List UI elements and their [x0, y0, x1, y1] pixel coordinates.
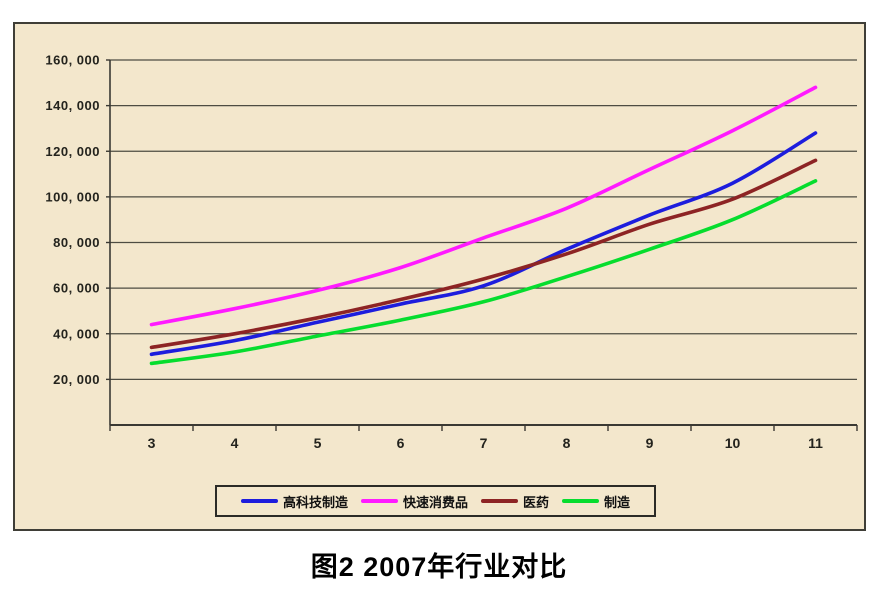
legend-label: 高科技制造 — [282, 494, 348, 510]
series-line-1 — [149, 85, 818, 327]
y-tick-label: 120, 000 — [45, 144, 100, 159]
legend-swatch-icon — [562, 499, 600, 503]
series-line-0 — [149, 131, 818, 357]
legend-item-1: 快速消费品 — [360, 492, 468, 511]
legend-label: 制造 — [604, 494, 631, 510]
y-tick-label: 40, 000 — [53, 326, 100, 341]
x-tick-label: 4 — [231, 435, 239, 451]
x-tick-label: 9 — [646, 435, 654, 451]
x-tick-label: 5 — [314, 435, 322, 451]
x-tick-label: 7 — [480, 435, 488, 451]
line-chart: 20, 000 40, 000 60, 000 80, 000 100, 000 120,… — [13, 22, 866, 531]
legend-item-0: 高科技制造 — [240, 492, 348, 511]
x-tick-label: 10 — [725, 435, 741, 451]
y-tick-label: 60, 000 — [53, 281, 100, 296]
x-tick-label: 8 — [563, 435, 571, 451]
series-line-3 — [149, 179, 818, 366]
legend-swatch-icon — [240, 499, 278, 503]
legend-item-3: 制造 — [562, 492, 630, 511]
figure-caption: 图2 2007年行业对比 — [310, 552, 568, 582]
x-tick-label: 3 — [148, 435, 156, 451]
x-tick-label: 6 — [397, 435, 405, 451]
y-tick-label: 80, 000 — [53, 235, 100, 250]
y-tick-label: 160, 000 — [45, 53, 100, 68]
legend-swatch-icon — [481, 499, 518, 503]
x-tick-label: 11 — [808, 435, 823, 451]
chart-canvas: 20, 000 40, 000 60, 000 80, 000 100, 000 120,… — [45, 53, 858, 451]
y-tick-label: 20, 000 — [53, 372, 100, 387]
legend-item-2: 医药 — [481, 492, 549, 511]
legend-label: 医药 — [523, 494, 550, 510]
y-tick-label: 140, 000 — [45, 98, 100, 113]
series-line-2 — [149, 158, 818, 350]
legend-swatch-icon — [360, 499, 398, 503]
y-tick-label: 100, 000 — [45, 189, 100, 204]
chart-legend: 高科技制造 快速消费品 医药 制造 — [215, 485, 656, 517]
legend-label: 快速消费品 — [402, 494, 468, 510]
